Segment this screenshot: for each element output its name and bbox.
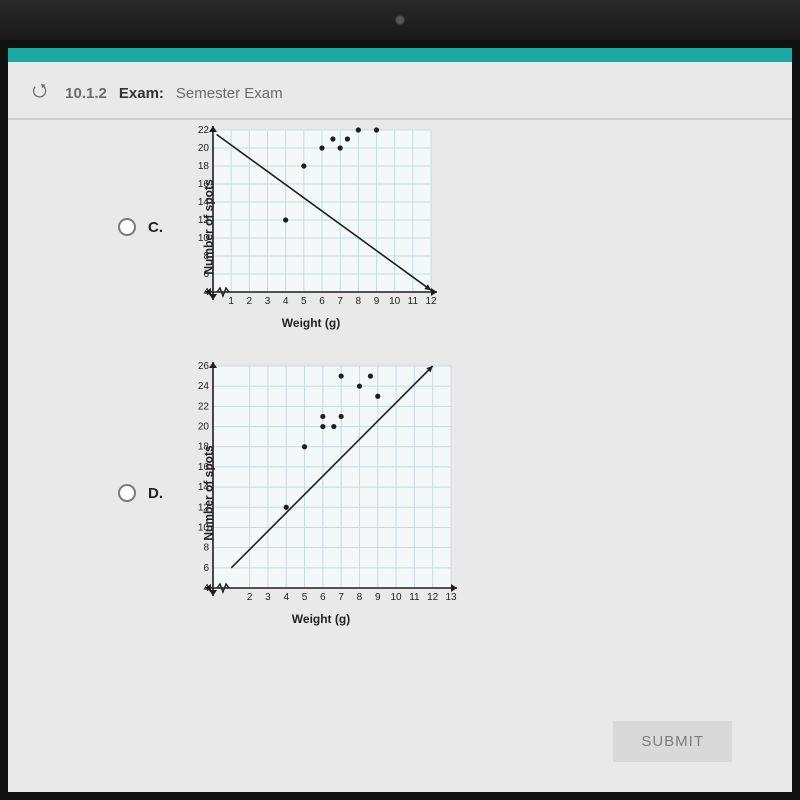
svg-text:2: 2 (247, 592, 253, 603)
question-content: C. Number of spots 123456789101112468101… (8, 120, 792, 626)
camera-dot (395, 15, 405, 25)
option-d-row[interactable]: D. Number of spots 234567891011121346810… (118, 360, 752, 626)
option-c-label: C. (148, 219, 163, 236)
svg-text:5: 5 (302, 592, 308, 603)
chart-c-ylabel: Number of spots (202, 179, 216, 274)
svg-text:20: 20 (198, 143, 210, 154)
submit-button[interactable]: SUBMIT (613, 721, 732, 762)
chart-c-svg: 12345678910111246810121416182022 (181, 124, 441, 314)
svg-text:1: 1 (228, 296, 234, 307)
back-icon[interactable]: ⭯ (32, 78, 47, 108)
svg-text:22: 22 (198, 401, 210, 412)
svg-text:24: 24 (198, 381, 210, 392)
svg-text:10: 10 (389, 296, 401, 307)
chart-c-xlabel: Weight (g) (181, 316, 441, 330)
radio-d[interactable] (118, 484, 136, 502)
svg-text:6: 6 (320, 592, 326, 603)
svg-text:26: 26 (198, 361, 210, 372)
svg-text:7: 7 (337, 296, 343, 307)
window-accent-bar (8, 48, 792, 62)
svg-text:8: 8 (356, 296, 362, 307)
svg-text:3: 3 (265, 296, 271, 307)
option-c-row[interactable]: C. Number of spots 123456789101112468101… (118, 124, 752, 330)
chart-d-ylabel: Number of spots (202, 445, 216, 540)
svg-text:22: 22 (198, 125, 210, 136)
svg-text:6: 6 (203, 563, 209, 574)
radio-c[interactable] (118, 218, 136, 236)
chart-d-svg: 2345678910111213468101214161820222426 (181, 360, 461, 610)
screen-frame: ⭯ 10.1.2 Exam: Semester Exam C. Number o… (0, 40, 800, 800)
svg-text:9: 9 (374, 296, 380, 307)
svg-text:8: 8 (357, 592, 363, 603)
chart-d-xlabel: Weight (g) (181, 612, 461, 626)
svg-text:4: 4 (283, 296, 289, 307)
svg-text:12: 12 (427, 592, 439, 603)
svg-text:4: 4 (283, 592, 289, 603)
svg-text:20: 20 (198, 422, 210, 433)
svg-text:11: 11 (408, 296, 419, 307)
chart-c: Number of spots 123456789101112468101214… (181, 124, 441, 330)
breadcrumb: ⭯ 10.1.2 Exam: Semester Exam (8, 62, 792, 120)
svg-text:4: 4 (203, 583, 209, 594)
section-number: 10.1.2 (65, 85, 107, 102)
svg-text:4: 4 (203, 287, 209, 298)
app-window: ⭯ 10.1.2 Exam: Semester Exam C. Number o… (8, 62, 792, 792)
svg-text:9: 9 (375, 592, 381, 603)
laptop-bezel-top (0, 0, 800, 40)
exam-label: Exam: (119, 85, 164, 102)
page-title: Semester Exam (176, 85, 283, 102)
svg-text:6: 6 (319, 296, 325, 307)
svg-text:3: 3 (265, 592, 271, 603)
option-d-label: D. (148, 485, 163, 502)
svg-text:10: 10 (391, 592, 403, 603)
svg-text:2: 2 (247, 296, 253, 307)
svg-text:13: 13 (445, 592, 457, 603)
svg-text:12: 12 (425, 296, 437, 307)
svg-text:11: 11 (409, 592, 420, 603)
svg-text:7: 7 (338, 592, 344, 603)
svg-text:18: 18 (198, 161, 210, 172)
svg-text:8: 8 (203, 543, 209, 554)
chart-d: Number of spots 234567891011121346810121… (181, 360, 461, 626)
svg-text:5: 5 (301, 296, 307, 307)
